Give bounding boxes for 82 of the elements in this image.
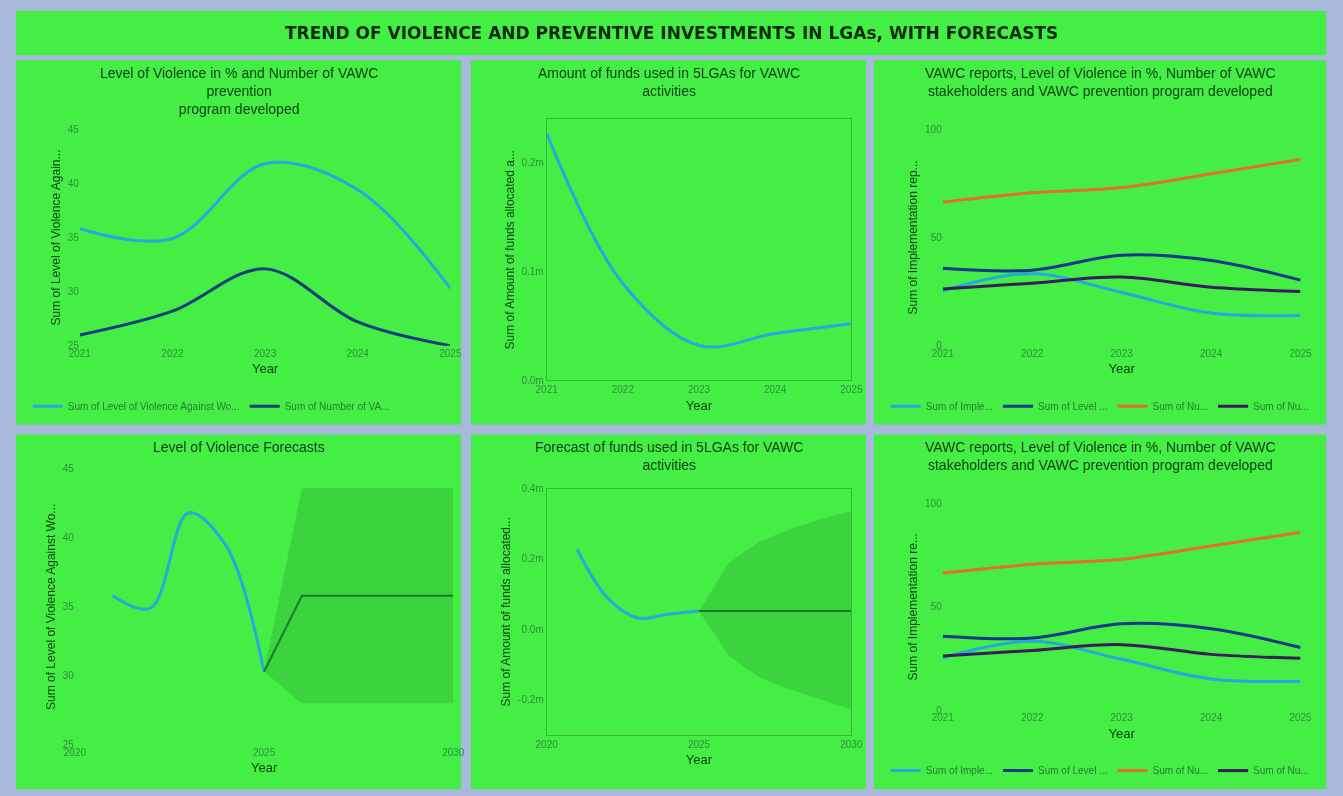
x-axis-title: Year bbox=[251, 361, 279, 377]
chart-title: Forecast of funds used in 5LGAs for VAWC activities bbox=[535, 439, 804, 474]
x-tick-label: 2025 bbox=[252, 746, 276, 758]
y-tick-label: 30 bbox=[62, 670, 75, 682]
legend-label: Sum of Nu... bbox=[1152, 765, 1209, 777]
line-series bbox=[942, 275, 1301, 293]
chart-title: Level of Violence in % and Number of VAWC prevention program developed bbox=[100, 65, 379, 118]
x-tick-label: 2025 bbox=[439, 347, 462, 359]
y-axis-title: Sum of Amount of funds allocated... bbox=[499, 517, 514, 707]
legend-label: Sum of Nu... bbox=[1253, 401, 1309, 413]
x-axis-title: Year bbox=[685, 397, 713, 413]
x-tick-label: 2023 bbox=[1110, 712, 1134, 724]
y-tick-label: 0.2m bbox=[521, 157, 544, 169]
chart-title: VAWC reports, Level of Violence in %, Number of VAWC stakeholders and VAWC prevention program developed bbox=[925, 65, 1276, 100]
chart-title: Amount of funds used in 5LGAs for VAWC activities bbox=[538, 65, 801, 100]
x-tick-label: 2024 bbox=[346, 347, 370, 359]
x-tick-label: 2022 bbox=[1021, 712, 1044, 724]
x-tick-label: 2020 bbox=[535, 738, 559, 750]
y-tick-label: 45 bbox=[67, 123, 80, 135]
line-series bbox=[942, 621, 1301, 650]
x-tick-label: 2025 bbox=[840, 384, 863, 396]
y-axis-title: Sum of Level of Violence Against Wo... bbox=[44, 503, 59, 710]
y-tick-label: 40 bbox=[62, 532, 75, 544]
legend-label: Sum of Level ... bbox=[1038, 401, 1108, 413]
line-series bbox=[111, 511, 266, 674]
x-tick-label: 2025 bbox=[1289, 347, 1313, 359]
text: TREND OF VIOLENCE AND PREVENTIVE INVESTMENTS IN LGAs, WITH FORECASTS bbox=[285, 23, 1059, 43]
line-series bbox=[942, 272, 1301, 318]
legend-label: Sum of Number of VA... bbox=[284, 401, 390, 413]
x-tick-label: 2025 bbox=[687, 738, 711, 750]
chart-title: VAWC reports, Level of Violence in %, Number of VAWC stakeholders and VAWC prevention program developed bbox=[925, 439, 1276, 474]
line-series bbox=[942, 639, 1301, 684]
legend-label: Sum of Nu... bbox=[1253, 765, 1309, 777]
x-tick-label: 2021 bbox=[931, 712, 955, 724]
chart-title: Level of Violence Forecasts bbox=[153, 439, 325, 455]
y-tick-label: 0.1m bbox=[521, 266, 544, 278]
legend-label: Sum of Level of Violence Against Wo... bbox=[67, 401, 240, 413]
x-tick-label: 2022 bbox=[1021, 347, 1044, 359]
x-tick-label: 2024 bbox=[1199, 347, 1223, 359]
y-tick-label: 100 bbox=[925, 123, 943, 135]
y-axis-title: Sum of Level of Violence Again... bbox=[48, 149, 63, 326]
x-tick-label: 2023 bbox=[687, 384, 711, 396]
y-axis-title: Sum of Implementation re... bbox=[906, 533, 921, 681]
x-tick-label: 2022 bbox=[611, 384, 635, 396]
x-tick-label: 2024 bbox=[1199, 712, 1223, 724]
y-tick-label: 35 bbox=[67, 231, 80, 243]
y-tick-label: 50 bbox=[930, 231, 943, 243]
x-tick-label: 2024 bbox=[764, 384, 787, 396]
x-tick-label: 2025 bbox=[1289, 712, 1313, 724]
line-series bbox=[575, 547, 701, 621]
y-tick-label: 40 bbox=[67, 177, 80, 189]
legend-label: Sum of Level ... bbox=[1038, 765, 1108, 777]
x-tick-label: 2022 bbox=[161, 347, 184, 359]
x-axis-title: Year bbox=[1108, 725, 1136, 741]
x-tick-label: 2030 bbox=[840, 738, 863, 750]
y-tick-label: 100 bbox=[925, 497, 943, 509]
legend-label: Sum of Imple... bbox=[925, 765, 994, 777]
line-series bbox=[942, 253, 1301, 282]
x-tick-label: 2023 bbox=[1110, 347, 1134, 359]
line-series bbox=[79, 161, 451, 290]
y-tick-label: 0.2m bbox=[521, 553, 544, 565]
y-tick-label: 35 bbox=[62, 601, 75, 613]
y-tick-label: 0.0m bbox=[521, 374, 544, 386]
y-tick-label: 0.0m bbox=[521, 623, 544, 635]
x-axis-title: Year bbox=[250, 760, 278, 776]
legend-label: Sum of Nu... bbox=[1152, 401, 1209, 413]
legend-label: Sum of Imple... bbox=[925, 401, 994, 413]
x-tick-label: 2023 bbox=[253, 347, 277, 359]
x-tick-label: 2021 bbox=[535, 384, 559, 396]
x-axis-title: Year bbox=[1108, 361, 1136, 377]
line-series bbox=[79, 267, 451, 346]
y-tick-label: 50 bbox=[930, 601, 943, 613]
line-series bbox=[942, 157, 1301, 204]
y-tick-label: 30 bbox=[67, 286, 80, 298]
y-tick-label: 0.4m bbox=[521, 483, 544, 495]
line-series bbox=[942, 530, 1301, 575]
line-series bbox=[942, 643, 1301, 660]
y-tick-label: -0.2m bbox=[518, 694, 544, 706]
y-tick-label: 45 bbox=[62, 463, 75, 475]
y-axis-title: Sum of Amount of funds allocated a... bbox=[502, 150, 517, 350]
x-axis-title: Year bbox=[685, 752, 713, 768]
y-axis-title: Sum of Implementation rep... bbox=[906, 160, 921, 315]
